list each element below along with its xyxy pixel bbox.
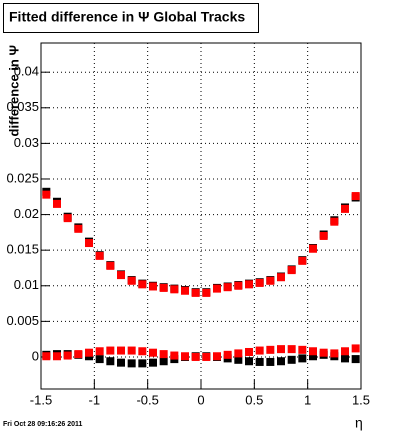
marker (309, 347, 317, 356)
marker (319, 231, 328, 240)
marker (341, 204, 349, 213)
marker (234, 349, 243, 358)
x-tick-label: 1 (304, 392, 311, 407)
marker (245, 347, 253, 356)
marker (149, 358, 157, 367)
marker (341, 347, 349, 356)
marker (234, 281, 243, 290)
marker (213, 284, 221, 293)
marker (95, 251, 104, 260)
y-tick-label: 0.02 (14, 206, 39, 221)
marker (181, 286, 189, 295)
marker (287, 266, 296, 275)
marker (117, 346, 125, 355)
marker (213, 352, 221, 361)
marker (330, 349, 339, 358)
marker (266, 357, 275, 366)
marker (138, 359, 147, 368)
y-tick-label: 0.01 (14, 277, 39, 292)
marker (266, 345, 275, 354)
marker (149, 282, 157, 291)
marker (159, 283, 168, 292)
x-tick-label: -1 (89, 392, 101, 407)
marker (138, 280, 147, 289)
marker (159, 350, 168, 359)
marker (277, 357, 285, 366)
marker (298, 256, 307, 265)
x-tick-label: -1.5 (30, 392, 52, 407)
marker (53, 352, 61, 361)
marker (309, 244, 317, 253)
marker (351, 192, 360, 201)
marker (127, 276, 136, 285)
marker (234, 355, 243, 364)
marker (287, 345, 296, 354)
marker (245, 357, 253, 366)
marker (74, 224, 83, 233)
marker (255, 346, 264, 355)
marker (245, 280, 253, 289)
y-tick-label: 0.04 (14, 64, 39, 79)
marker (191, 352, 200, 361)
marker (341, 354, 349, 363)
marker (319, 348, 328, 357)
title-box (3, 3, 259, 33)
marker (106, 261, 115, 270)
y-tick-label: 0.005 (6, 313, 39, 328)
x-tick-label: -0.5 (136, 392, 158, 407)
y-tick-label: 0.015 (6, 242, 39, 257)
marker (298, 354, 307, 363)
marker (330, 217, 339, 226)
marker (159, 357, 168, 366)
chart-title: Fitted difference in Ψ Global Tracks (9, 9, 245, 25)
marker (117, 358, 125, 367)
marker (266, 276, 275, 285)
marker (223, 350, 232, 359)
marker (309, 352, 317, 361)
marker (117, 271, 125, 280)
marker (63, 351, 72, 360)
y-tick-label: 0 (32, 348, 39, 363)
marker (85, 348, 93, 357)
marker (127, 359, 136, 368)
marker (74, 350, 83, 359)
marker (170, 285, 179, 294)
marker (298, 345, 307, 354)
marker (95, 355, 104, 364)
y-tick-label: 0.025 (6, 170, 39, 185)
marker (181, 352, 189, 361)
marker (85, 239, 93, 248)
marker (138, 347, 147, 356)
x-tick-label: 0.5 (245, 392, 263, 407)
marker (255, 357, 264, 366)
marker (42, 190, 51, 199)
x-tick-label: 0 (197, 392, 204, 407)
marker (106, 357, 115, 366)
marker (202, 288, 211, 297)
timestamp: Fri Oct 28 09:16:26 2011 (3, 421, 82, 428)
y-tick-label: 0.03 (14, 135, 39, 150)
y-axis-label: difference in Ψ (6, 45, 21, 136)
marker (106, 346, 115, 355)
y-tick-label: 0.035 (6, 99, 39, 114)
marker (351, 355, 360, 364)
marker (170, 351, 179, 360)
marker (255, 278, 264, 287)
marker (277, 273, 285, 282)
marker (277, 345, 285, 354)
marker (202, 352, 211, 361)
marker (351, 344, 360, 353)
marker (223, 283, 232, 292)
x-tick-label: 1.5 (352, 392, 370, 407)
marker (42, 352, 51, 361)
marker (191, 288, 200, 297)
marker (53, 199, 61, 208)
x-axis-label: η (355, 415, 363, 431)
marker (127, 346, 136, 355)
marker (95, 347, 104, 356)
marker (287, 355, 296, 364)
marker (149, 348, 157, 357)
marker (63, 214, 72, 223)
